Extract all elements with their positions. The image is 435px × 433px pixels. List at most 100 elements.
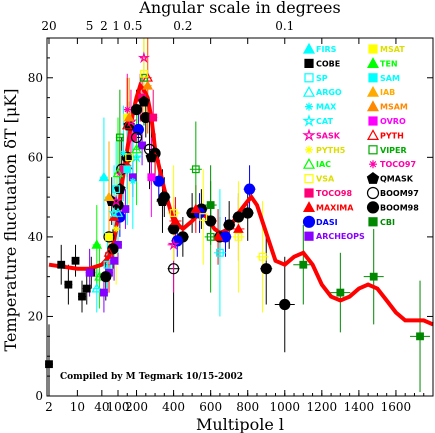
data-point-maxima: [190, 203, 202, 213]
data-point-boom97: [143, 143, 156, 155]
legend-label: FIRS: [316, 45, 337, 54]
data-point-msam: [142, 80, 153, 90]
data-point-pyth: [121, 119, 133, 130]
data-point-argo: [112, 207, 124, 217]
legend-label: SASK: [316, 131, 341, 140]
data-point-iac: [131, 143, 142, 154]
data-point-boom98: [223, 219, 235, 231]
legend-label: MSAT: [380, 45, 405, 54]
data-point-archeops: [100, 288, 108, 297]
legend-marker: [366, 172, 380, 184]
top-tick-label: 1: [112, 19, 120, 33]
data-point-vsa: [199, 213, 208, 221]
data-point-cobe: [82, 284, 91, 293]
legend-label: PYTH5: [316, 146, 346, 155]
x-tick-label: 1200: [307, 400, 338, 414]
x-tick-label: 40: [94, 400, 109, 414]
data-point-cbi: [369, 272, 378, 281]
x-tick-label: 100: [107, 400, 130, 414]
data-point-qmask: [156, 195, 169, 206]
top-tick-label: 0.1: [275, 19, 294, 33]
data-point-toco98: [128, 133, 137, 142]
legend-label: CBI: [380, 218, 395, 227]
data-point-cobe: [45, 360, 53, 369]
legend-label: BOOM98: [380, 203, 419, 212]
legend-label: SP: [316, 74, 328, 83]
data-point-cbi: [206, 201, 215, 209]
data-point-maxima: [233, 223, 244, 233]
data-point-cbi: [416, 332, 424, 341]
data-point-boom97: [103, 231, 115, 243]
data-point-dasi: [243, 183, 256, 195]
data-point-boom98: [167, 223, 180, 235]
legend-label: SAM: [380, 74, 400, 83]
legend-label: VSA: [316, 175, 335, 184]
legend: FIRS COBE SP ARGO MAX CAT SASK PYTH5 IAC VSA TOCO9…: [302, 42, 419, 241]
legend-marker: [304, 231, 314, 241]
data-point-boom98: [279, 298, 291, 311]
data-point-boom97: [130, 131, 143, 144]
data-points: [45, 51, 424, 369]
legend-marker: [304, 73, 314, 83]
data-point-viper: [191, 165, 200, 174]
data-point-viper: [115, 133, 124, 142]
legend-label: MAXIMA: [316, 203, 354, 212]
legend-label: MAX: [316, 103, 337, 112]
legend-marker: [302, 128, 316, 142]
legend-label: IAB: [380, 88, 395, 97]
legend-label: COBE: [316, 59, 340, 68]
data-point-maxima: [212, 231, 224, 241]
data-point-cbi: [336, 288, 345, 297]
data-point-maxima: [170, 215, 181, 225]
data-point-boom98: [100, 271, 112, 283]
y-axis-label: Temperature fluctuation δT [μK]: [1, 89, 20, 352]
legend-label: DASI: [316, 218, 338, 227]
y-tick-label: 20: [28, 309, 43, 323]
data-point-boom98: [140, 111, 152, 124]
data-point-boom98: [242, 207, 254, 219]
data-point-archeops: [138, 141, 146, 150]
data-point-boom97: [167, 263, 180, 275]
data-point-iab: [103, 191, 115, 202]
legend-marker: [366, 129, 380, 140]
legend-marker: [369, 160, 377, 169]
legend-marker: [305, 102, 313, 111]
data-point-msat: [105, 232, 113, 241]
top-tick-label: 0.5: [123, 19, 142, 33]
data-point-archeops: [85, 268, 94, 277]
legend-marker: [366, 85, 380, 97]
data-point-vsa: [169, 209, 178, 217]
x-tick-label: 1600: [381, 400, 412, 414]
data-point-toco97: [123, 106, 131, 113]
data-point-argo: [91, 283, 103, 293]
legend-marker: [366, 57, 380, 69]
y-tick-label: 60: [28, 150, 43, 164]
x-axis-label: Multipole l: [196, 415, 284, 433]
legend-marker: [302, 201, 316, 212]
top-tick-label: 5: [86, 19, 94, 33]
data-point-dasi: [153, 175, 165, 187]
top-axis-ticks: 20 5 2 1 0.5 0.2 0.1: [41, 19, 294, 33]
data-point-firs: [98, 171, 110, 182]
data-point-archeops: [121, 205, 130, 213]
legend-marker: [302, 157, 316, 169]
legend-label: IAC: [316, 160, 331, 169]
data-point-archeops: [110, 256, 118, 265]
legend-marker: [302, 85, 316, 97]
legend-marker: [304, 188, 314, 198]
data-point-msam: [123, 112, 135, 122]
top-tick-label: 20: [41, 19, 56, 33]
data-point-ten: [91, 239, 103, 249]
data-point-vsa: [234, 232, 243, 241]
x-tick-label: 600: [199, 400, 222, 414]
data-point-qmask: [138, 95, 150, 107]
data-point-sp: [216, 248, 224, 257]
legend-label: MSAM: [380, 103, 408, 112]
legend-marker: [368, 116, 378, 126]
credit-note: Compiled by M Tegmark 10/15-2002: [60, 372, 243, 382]
data-point-cobe: [57, 260, 66, 269]
x-tick-label: 400: [162, 400, 185, 414]
legend-marker: [368, 73, 378, 83]
legend-label: OVRO: [380, 117, 406, 126]
